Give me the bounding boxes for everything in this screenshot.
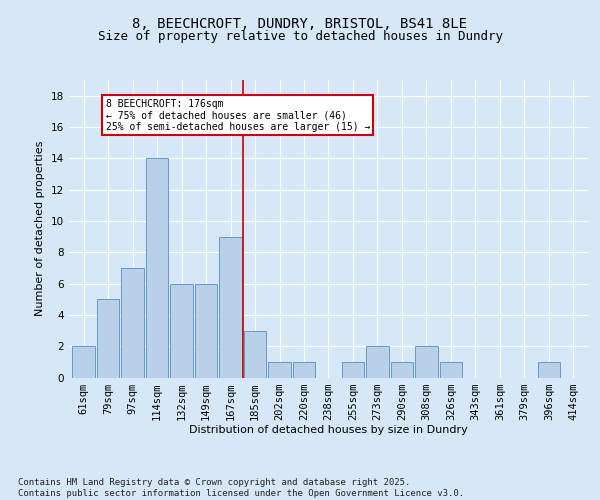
Bar [244,330,266,378]
Bar [121,268,144,378]
Bar [293,362,315,378]
Bar [268,362,291,378]
Bar [97,299,119,378]
Bar [195,284,217,378]
Bar [366,346,389,378]
Bar [538,362,560,378]
Bar [170,284,193,378]
Bar [73,346,95,378]
Text: Contains HM Land Registry data © Crown copyright and database right 2025.
Contai: Contains HM Land Registry data © Crown c… [18,478,464,498]
Bar [415,346,437,378]
Bar [440,362,462,378]
Bar [342,362,364,378]
Text: 8, BEECHCROFT, DUNDRY, BRISTOL, BS41 8LE: 8, BEECHCROFT, DUNDRY, BRISTOL, BS41 8LE [133,18,467,32]
Text: Size of property relative to detached houses in Dundry: Size of property relative to detached ho… [97,30,503,43]
X-axis label: Distribution of detached houses by size in Dundry: Distribution of detached houses by size … [189,426,468,436]
Bar [146,158,169,378]
Bar [220,236,242,378]
Y-axis label: Number of detached properties: Number of detached properties [35,141,46,316]
Text: 8 BEECHCROFT: 176sqm
← 75% of detached houses are smaller (46)
25% of semi-detac: 8 BEECHCROFT: 176sqm ← 75% of detached h… [106,99,370,132]
Bar [391,362,413,378]
